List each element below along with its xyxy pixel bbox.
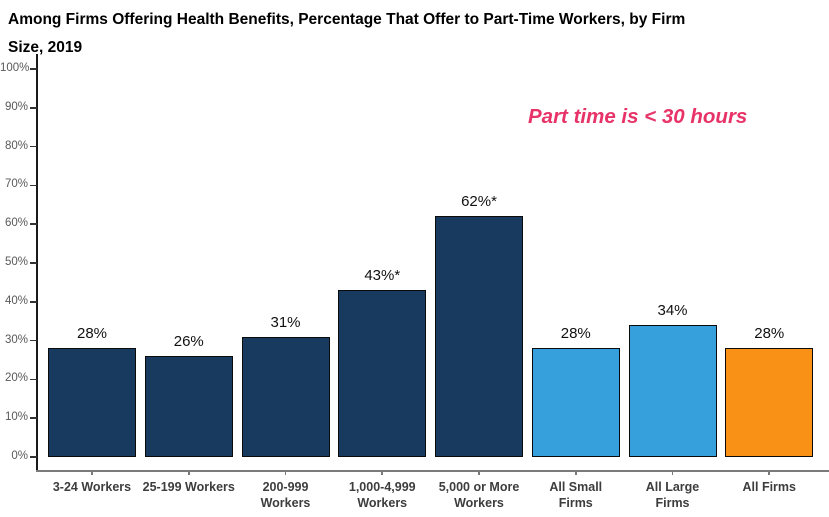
x-axis-label-line: 200-999 <box>262 480 309 494</box>
bar-value-label: 26% <box>173 333 204 351</box>
y-tick-label: 0% <box>11 450 28 462</box>
bar-value-label: 43%* <box>364 267 401 285</box>
bar <box>241 336 330 457</box>
y-tick-mark <box>30 378 37 381</box>
x-axis-label: 25-199 Workers <box>129 479 249 495</box>
y-tick-label: 90% <box>4 100 28 113</box>
x-tick-mark <box>91 470 93 475</box>
x-axis-label: 1,000-4,999 Workers <box>322 479 442 511</box>
annotation-part-time: Part time is < 30 hours <box>528 105 748 128</box>
chart-title: Among Firms Offering Health Benefits, Pe… <box>8 6 808 62</box>
y-tick-label: 80% <box>4 139 28 152</box>
chart-title-line-2: Size, 2019 <box>8 39 83 56</box>
x-axis-label-line: Workers <box>260 496 311 510</box>
x-axis-label-line: Firms <box>655 496 690 510</box>
x-axis-label: All Small Firms <box>516 479 636 511</box>
x-axis-label-line: 25-199 Workers <box>142 480 235 494</box>
x-axis-label: All Firms <box>709 479 829 495</box>
bar-value-label: 31% <box>270 313 301 331</box>
x-axis-label-line: 1,000-4,999 <box>348 480 416 494</box>
y-tick-mark <box>30 262 37 264</box>
y-tick-label: 60% <box>4 217 28 230</box>
y-tick-label: 20% <box>4 372 28 385</box>
x-axis-label-line: All Firms <box>742 480 797 494</box>
bar <box>48 348 136 457</box>
y-tick-mark <box>30 301 37 303</box>
x-tick-mark <box>671 470 674 475</box>
x-axis-label: 5,000 or More Workers <box>419 479 539 511</box>
x-tick-mark <box>381 470 384 475</box>
y-tick-label: 70% <box>4 178 28 191</box>
bar <box>338 290 427 457</box>
x-axis-label-line: Firms <box>558 496 593 510</box>
x-axis-label-line: All Small <box>549 480 603 494</box>
bar <box>725 348 814 457</box>
x-axis-line <box>36 470 829 472</box>
x-axis-label: 200-999 Workers <box>226 479 346 511</box>
bar <box>144 356 233 457</box>
bar <box>435 216 523 457</box>
y-tick-mark <box>30 339 37 342</box>
x-tick-mark <box>574 470 577 475</box>
y-tick-label: 100% <box>0 62 30 74</box>
x-tick-mark <box>478 470 480 475</box>
x-axis-label: All Large Firms <box>613 479 733 511</box>
x-axis-label-line: Workers <box>454 496 504 510</box>
x-tick-mark <box>768 470 771 475</box>
x-tick-mark <box>284 470 287 475</box>
y-tick-label: 30% <box>4 333 28 346</box>
chart-title-line-1: Among Firms Offering Health Benefits, Pe… <box>8 11 686 28</box>
bar-value-label: 62%* <box>461 193 497 211</box>
y-tick-label: 10% <box>4 411 28 424</box>
y-tick-mark <box>30 417 37 419</box>
bar-value-label: 28% <box>754 325 785 343</box>
x-axis-label-line: 3-24 Workers <box>52 480 132 494</box>
x-axis-label: 3-24 Workers <box>32 479 152 495</box>
bar-value-label: 28% <box>560 325 591 343</box>
y-tick-mark <box>30 184 37 187</box>
bar-value-label: 28% <box>76 325 108 343</box>
y-axis-line <box>36 54 38 471</box>
y-tick-mark <box>30 145 37 148</box>
x-axis-label-line: All Large <box>645 480 700 494</box>
x-axis-label-line: Workers <box>357 496 408 510</box>
y-tick-label: 50% <box>4 256 28 268</box>
bar <box>531 348 620 457</box>
bar-value-label: 34% <box>657 302 688 320</box>
y-tick-mark <box>30 223 37 225</box>
x-axis-label-line: 5,000 or More <box>438 480 520 494</box>
x-tick-mark <box>187 470 190 475</box>
y-tick-mark <box>30 456 37 458</box>
bar <box>628 325 717 457</box>
y-tick-mark <box>30 107 37 109</box>
y-tick-label: 40% <box>4 294 28 307</box>
y-tick-mark <box>30 68 37 70</box>
